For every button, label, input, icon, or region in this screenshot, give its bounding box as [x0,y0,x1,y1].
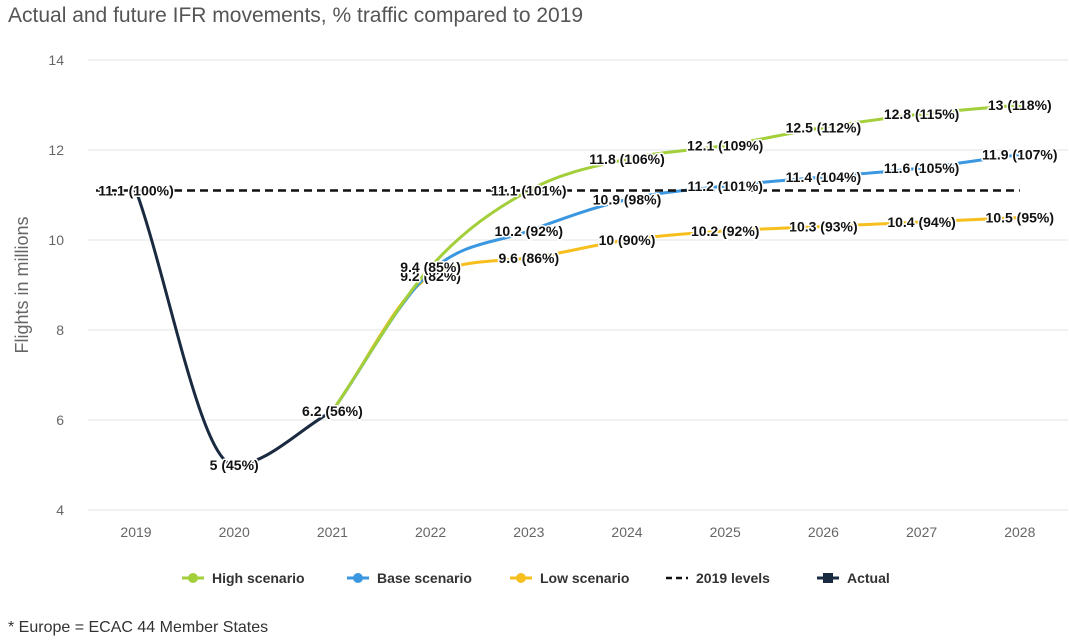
high-scenario-data-label: 9.4 (85%) [400,259,461,275]
low-scenario-point [428,273,434,279]
x-tick-label: 2021 [317,524,348,540]
actual-line [134,189,334,467]
gridlines [88,59,1068,511]
footnote: * Europe = ECAC 44 Member States [8,619,269,636]
low-scenario-data-label: 10.2 (92%) [691,223,759,239]
x-tick-label: 2020 [219,524,250,540]
series-lines [96,102,1023,468]
legend-label: Base scenario [377,570,472,586]
low-scenario-data-label: 10.5 (95%) [986,210,1054,226]
low-scenario-data-label: 10.3 (93%) [789,219,857,235]
base-scenario-point [1017,152,1023,157]
actual-data-label: 6.2 (56%) [302,403,363,419]
legend-item-high-scenario[interactable]: High scenario [182,570,305,586]
low-scenario-data-label: 10.4 (94%) [887,214,955,230]
y-tick-label: 14 [48,52,64,68]
low-scenario-point [919,219,925,225]
legend-label: Actual [847,570,890,586]
y-axis-label: Flights in millions [12,216,32,353]
high-scenario-data-label: 11.8 (106%) [589,151,665,167]
legend-marker [188,573,198,583]
x-tick-label: 2027 [906,524,937,540]
legend-marker [823,573,833,583]
high-scenario-point [428,264,434,270]
low-scenario-point [624,237,630,243]
x-tick-label: 2028 [1004,524,1035,540]
y-tick-label: 10 [48,232,64,248]
base-scenario-point [624,197,630,202]
legend-item-2019-levels[interactable]: 2019 levels [666,570,770,586]
low-scenario-point [526,255,532,261]
low-scenario-point [820,224,826,229]
base-scenario-data-label: 11.9 (107%) [982,147,1058,163]
low-scenario-data-label: 9.2 (82%) [400,268,461,284]
base-scenario-data-label: 11.4 (104%) [786,169,862,185]
legend-label: 2019 levels [696,570,770,586]
y-tick-label: 8 [56,322,64,338]
high-scenario-data-label: 12.8 (115%) [884,106,960,122]
base-scenario-data-label: 11.6 (105%) [884,160,960,176]
legend-label: High scenario [212,570,305,586]
base-scenario-point [722,183,728,189]
high-scenario-data-label: 11.1 (101%) [491,183,567,199]
y-tick-label: 4 [56,502,64,518]
x-tick-label: 2025 [710,524,741,540]
high-scenario-point [1017,102,1023,108]
high-scenario-point [722,143,728,148]
low-scenario-point [722,228,728,234]
legend-item-actual[interactable]: Actual [817,570,890,586]
legend: High scenario Base scenario Low scenario 20… [182,570,890,586]
base-scenario-data-label: 11.2 (101%) [687,178,763,194]
x-tick-label: 2022 [415,524,446,540]
high-scenario-point [919,111,925,117]
x-tick-label: 2024 [611,524,642,540]
base-scenario-data-label: 10.2 (92%) [495,223,563,239]
base-scenario-point [919,165,925,171]
low-scenario-data-label: 10 (90%) [599,232,656,248]
x-tick-label: 2026 [808,524,839,540]
actual-point [231,462,237,468]
y-tick-label: 6 [56,412,64,428]
legend-item-base-scenario[interactable]: Base scenario [347,570,472,586]
high-scenario-line [330,103,1022,413]
base-scenario-data-label: 10.9 (98%) [593,192,661,208]
x-tick-label: 2019 [120,524,151,540]
x-tick-label: 2023 [513,524,544,540]
low-scenario-line [330,216,1022,413]
high-scenario-data-label: 12.5 (112%) [786,120,862,136]
y-tick-label: 12 [48,142,64,158]
actual-data-label: 11.1 (100%) [98,183,174,199]
high-scenario-data-label: 13 (118%) [988,97,1052,113]
base-scenario-point [820,174,826,180]
low-scenario-point [1017,215,1023,220]
y-axis-ticks: 4 6 8 10 12 14 [48,52,64,518]
actual-point [329,408,335,414]
chart-title: Actual and future IFR movements, % traff… [8,4,584,27]
legend-label: Low scenario [540,570,629,586]
base-scenario-point [526,228,532,234]
actual-data-label: 5 (45%) [210,457,259,473]
low-scenario-data-label: 9.6 (86%) [498,250,559,266]
high-scenario-data-label: 12.1 (109%) [687,138,763,154]
legend-item-low-scenario[interactable]: Low scenario [510,570,629,586]
legend-marker [353,573,363,583]
high-scenario-point [624,156,630,162]
data-labels: 9.2 (82%) 9.6 (86%) 10 (90%) 10.2 (92%) 10.3… [97,96,1059,475]
high-scenario-point [820,125,826,130]
legend-marker [516,573,526,583]
x-axis-ticks: 2019 2020 2021 2022 2023 2024 2025 2026 2027 2028 [120,524,1035,540]
